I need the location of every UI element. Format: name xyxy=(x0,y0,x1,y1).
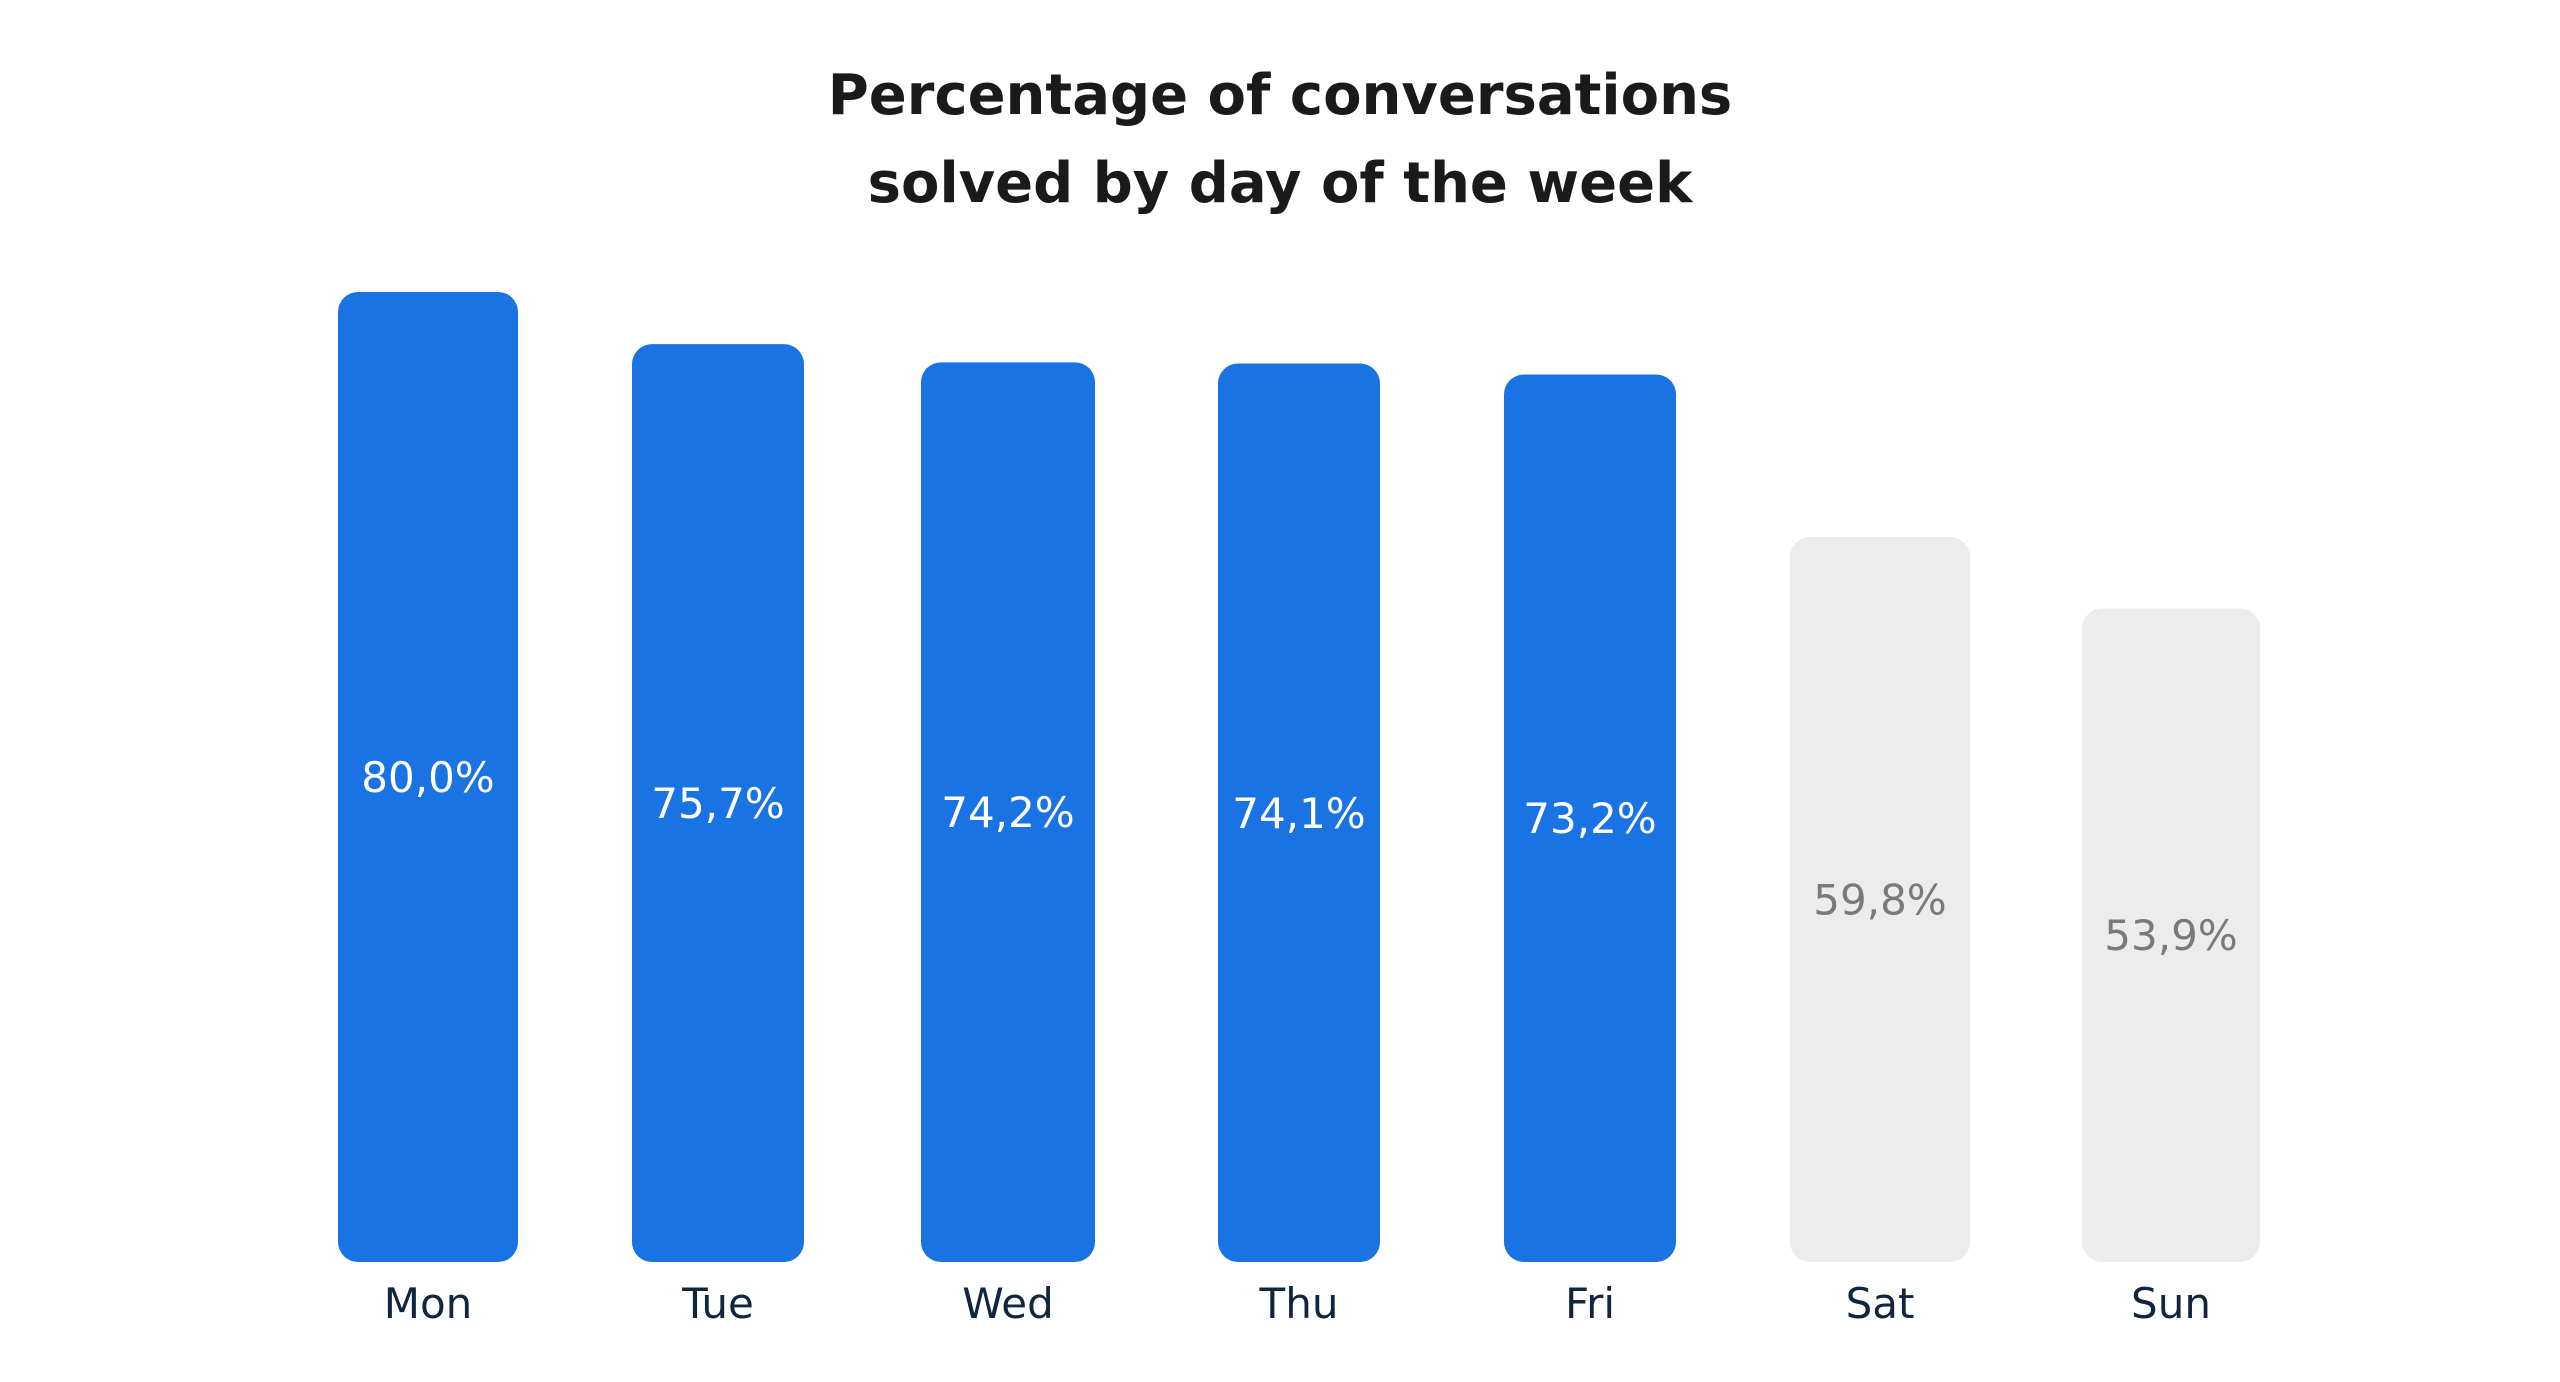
bar-wed xyxy=(921,362,1095,1262)
bar-value-label-sat: 59,8% xyxy=(1813,875,1946,924)
x-tick-label-wed: Wed xyxy=(962,1279,1054,1328)
bar-value-label-sun: 53,9% xyxy=(2104,911,2237,960)
x-tick-label-sat: Sat xyxy=(1846,1279,1915,1328)
x-tick-label-mon: Mon xyxy=(384,1279,473,1328)
x-tick-label-fri: Fri xyxy=(1565,1279,1615,1328)
bar-sat xyxy=(1790,536,1970,1262)
bar-fri xyxy=(1504,374,1676,1262)
chart-title-line-2: solved by day of the week xyxy=(867,151,1693,216)
x-tick-label-tue: Tue xyxy=(681,1279,754,1328)
bar-value-label-wed: 74,2% xyxy=(941,788,1074,837)
bar-thu xyxy=(1218,363,1380,1263)
bar-mon xyxy=(338,292,518,1262)
bar-value-label-fri: 73,2% xyxy=(1523,794,1656,843)
chart-title: Percentage of conversations solved by da… xyxy=(0,52,2560,228)
bar-value-label-tue: 75,7% xyxy=(651,779,784,828)
bar-value-label-mon: 80,0% xyxy=(361,753,494,802)
bar-sun xyxy=(2082,608,2260,1262)
chart-title-line-1: Percentage of conversations xyxy=(827,63,1733,128)
bar-tue xyxy=(632,344,804,1262)
x-tick-label-thu: Thu xyxy=(1259,1279,1339,1328)
x-tick-label-sun: Sun xyxy=(2131,1279,2211,1328)
bar-value-label-thu: 74,1% xyxy=(1232,789,1365,838)
